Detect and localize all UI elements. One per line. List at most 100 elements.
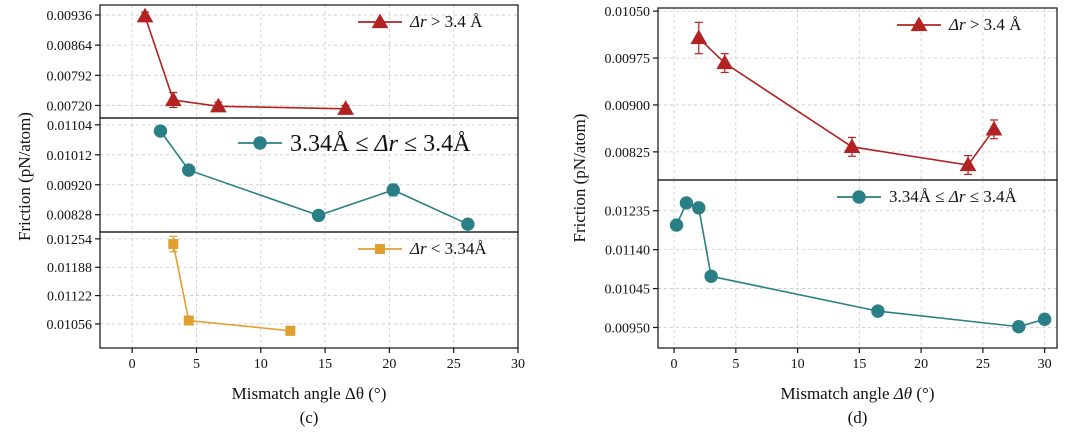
data-point xyxy=(985,120,1003,136)
data-point xyxy=(679,196,694,210)
y-tick-label: 0.00900 xyxy=(605,99,651,114)
data-point xyxy=(959,156,977,172)
y-tick-label: 0.01188 xyxy=(47,261,92,276)
x-tick-label: 25 xyxy=(976,357,990,372)
series-line xyxy=(698,37,995,166)
data-point xyxy=(704,269,718,283)
data-point xyxy=(153,124,168,138)
data-point xyxy=(716,54,734,70)
subplot-2: 0.00950 0.01045 0.01140 0.01235 3.34Å ≤ Δr ≤… xyxy=(605,179,1058,349)
y-tick-label: 0.01235 xyxy=(605,205,651,220)
data-point xyxy=(690,29,708,45)
legend-text: ≤ 3.4Å xyxy=(965,187,1017,206)
legend-label: Δr > 3.4 Å xyxy=(409,12,483,31)
x-tick-label: 15 xyxy=(318,357,332,372)
x-axis-label-symbol: Δθ xyxy=(893,384,912,403)
legend-text-italic: Δr xyxy=(409,12,427,31)
x-axis-label-suffix: (°) xyxy=(912,384,934,403)
x-axis-label-prefix: Mismatch angle xyxy=(780,384,893,403)
legend-text-pre: 3.34Å ≤ xyxy=(290,131,375,157)
y-tick-label: 0.01050 xyxy=(605,5,651,20)
legend-label: Δr > 3.4 Å xyxy=(948,15,1022,34)
legend-text-italic: Δr xyxy=(948,15,966,34)
y-tick-label: 0.01104 xyxy=(47,119,92,134)
series-line xyxy=(144,16,346,110)
legend-marker xyxy=(852,190,866,204)
x-tick-label: 10 xyxy=(254,357,268,372)
data-point xyxy=(337,100,355,115)
data-point xyxy=(182,163,196,177)
y-tick-label: 0.00828 xyxy=(47,209,93,224)
x-tick-label: 0 xyxy=(129,357,136,372)
legend-label: 3.34Å ≤ Δr ≤ 3.4Å xyxy=(290,131,471,157)
x-axis-label-prefix: Mismatch angle Δθ (°) xyxy=(232,384,387,403)
data-point xyxy=(209,97,227,113)
legend-text-italic: Δr xyxy=(374,131,399,157)
legend-marker xyxy=(371,13,389,29)
x-tick-label: 5 xyxy=(732,357,739,372)
data-point xyxy=(386,183,400,197)
data-point xyxy=(1037,312,1052,327)
x-tick-label: 30 xyxy=(511,357,525,372)
data-point xyxy=(461,217,475,231)
data-point xyxy=(136,7,154,23)
panel-label: (c) xyxy=(300,408,319,427)
legend-text: < 3.34Å xyxy=(427,239,488,258)
y-tick-label: 0.00920 xyxy=(47,179,93,194)
x-tick-label: 25 xyxy=(447,357,461,372)
x-tick-label: 5 xyxy=(193,357,200,372)
subplot-1: 0.00720 0.00792 0.00864 0.00936 Δr > 3.4 Å xyxy=(47,4,519,119)
y-tick-label: 0.01254 xyxy=(47,233,93,248)
x-tick-label: 0 xyxy=(671,357,678,372)
legend-text-italic: Δr xyxy=(948,187,966,206)
data-point xyxy=(692,201,706,215)
y-tick-label: 0.00720 xyxy=(47,99,93,114)
legend-marker xyxy=(375,244,385,254)
y-tick-label: 0.00864 xyxy=(47,39,93,54)
y-axis-label: Friction (pN/atom) xyxy=(15,112,34,241)
y-tick-label: 0.00792 xyxy=(47,69,93,84)
data-point xyxy=(1012,319,1026,334)
subplot-1: 0.00825 0.00900 0.00975 0.01050 Δr > 3.4 Å xyxy=(605,5,1058,181)
legend-text-pre: 3.34Å ≤ xyxy=(889,187,949,206)
data-point xyxy=(871,304,885,318)
y-tick-label: 0.01122 xyxy=(47,290,92,305)
x-tick-label: 20 xyxy=(382,357,396,372)
plot-frame xyxy=(99,231,519,349)
x-tick-label: 10 xyxy=(791,357,805,372)
y-tick-label: 0.00936 xyxy=(47,9,93,24)
data-point xyxy=(183,315,194,326)
y-tick-label: 0.00975 xyxy=(605,52,651,67)
legend-text: > 3.4 Å xyxy=(427,12,484,31)
data-point xyxy=(164,91,182,107)
x-axis-label: Mismatch angle Δθ (°) xyxy=(232,384,387,403)
legend-text: ≤ 3.4Å xyxy=(398,131,471,157)
x-tick-label: 15 xyxy=(852,357,866,372)
y-tick-label: 0.00825 xyxy=(605,146,651,161)
data-point xyxy=(311,208,326,223)
y-tick-label: 0.01140 xyxy=(605,244,650,259)
subplot-3: 0.01056 0.01122 0.01188 0.01254 Δr < 3.34Å xyxy=(47,231,519,349)
y-tick-label: 0.01056 xyxy=(47,318,93,333)
plot-frame xyxy=(657,179,1058,349)
data-point xyxy=(843,138,861,153)
panel-label: (d) xyxy=(848,408,868,427)
subplot-2: 0.00828 0.00920 0.01012 0.01104 3.34Å ≤ Δr ≤… xyxy=(47,117,519,233)
legend-text-italic: Δr xyxy=(409,239,427,258)
legend-label: Δr < 3.34Å xyxy=(409,239,487,258)
legend-marker xyxy=(253,136,267,150)
y-axis-label: Friction (pN/atom) xyxy=(570,114,589,243)
legend-marker xyxy=(910,16,928,32)
x-tick-label: 20 xyxy=(914,357,928,372)
data-point xyxy=(285,325,296,336)
y-tick-label: 0.01012 xyxy=(47,149,93,164)
data-point xyxy=(669,218,684,232)
x-tick-label: 30 xyxy=(1038,357,1052,372)
y-tick-label: 0.01045 xyxy=(605,283,651,298)
y-tick-label: 0.00950 xyxy=(605,322,651,337)
data-point xyxy=(168,239,179,250)
x-axis-label: Mismatch angle Δθ (°) xyxy=(780,384,934,403)
